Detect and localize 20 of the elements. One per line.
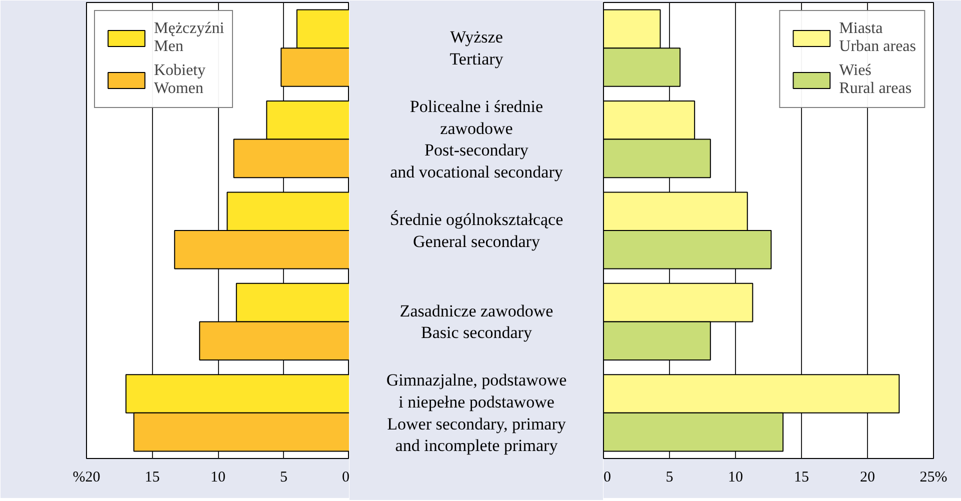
x-tick-label: 20 [860, 470, 875, 486]
x-tick-label: 25% [920, 470, 948, 486]
x-tick-label: 5 [280, 470, 288, 486]
y-tick-label: Wyższe Tertiary [450, 28, 504, 69]
x-tick-label: 0 [342, 470, 350, 486]
legend-label: Wieś Rural areas [839, 61, 912, 99]
x-tick-label: 5 [666, 470, 674, 486]
legend-label: Kobiety Women [154, 61, 206, 99]
x-tick-label: 15 [794, 470, 809, 486]
y-tick-label: Zasadnicze zawodowe Basic secondary [400, 301, 554, 342]
x-tick-label: 10 [728, 470, 743, 486]
legend-label: Miasta Urban areas [839, 19, 916, 57]
x-tick-label: 15 [144, 470, 160, 486]
y-tick-label: Średnie ogólnokształcące General secondary [390, 210, 564, 251]
x-tick-label: 0 [604, 470, 611, 486]
x-tick-label: %20 [72, 470, 100, 486]
x-tick-label: 10 [210, 470, 226, 486]
legend-label: Mężczyźni Men [154, 19, 224, 57]
y-tick-label: Policealne i średnie zawodowe Post-secondary and vocational secondary [390, 97, 564, 182]
y-tick-label: Gimnazjalne, podstawowe i niepełne podstawowe Lower secondary, primary and incomplete primary [386, 370, 567, 456]
